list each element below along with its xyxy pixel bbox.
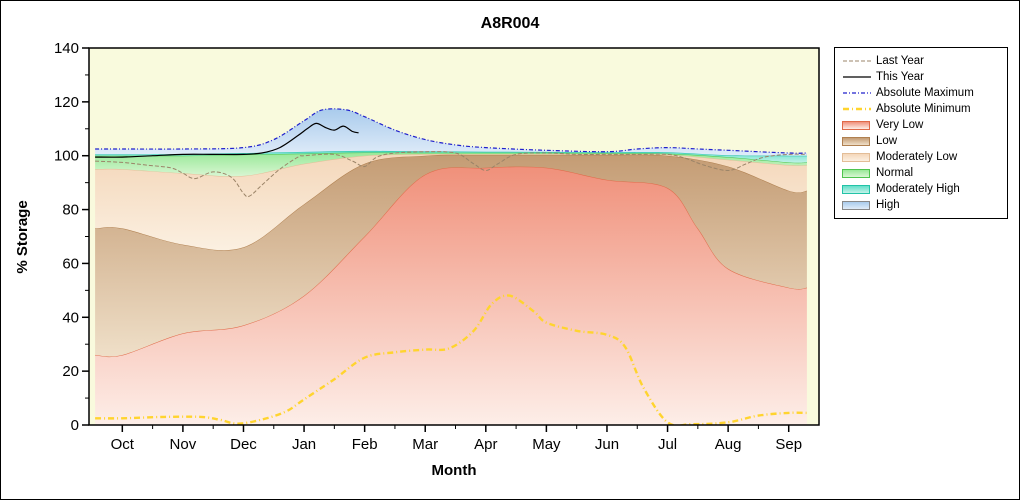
x-tick-label: Nov [170,436,197,453]
legend-item-abs_max: Absolute Maximum [842,85,1000,101]
line-this_year [95,122,359,158]
legend-item-normal: Normal [842,165,1000,181]
band-low [95,154,807,357]
chart-title: A8R004 [481,15,540,32]
y-tick-label: 60 [62,255,79,272]
this_year-line-sample [842,71,876,83]
very_low-fill-swatch [842,120,876,130]
x-tick-label: Oct [111,436,135,453]
band-normal [95,152,807,177]
high-fill-swatch [842,200,876,210]
line-last_year [95,151,807,198]
y-tick-label: 140 [54,40,79,57]
line-abs_max [95,108,807,154]
x-tick-label: Mar [412,436,438,453]
x-tick-label: Sep [775,436,802,453]
y-tick-label: 120 [54,94,79,111]
abs_min-line-sample [842,103,876,115]
legend-item-very_low: Very Low [842,117,1000,133]
x-tick-label: Jul [658,436,677,453]
legend-item-last_year: Last Year [842,53,1000,69]
legend-label: This Year [876,71,924,83]
mod_low-fill-swatch [842,152,876,162]
legend-label: Normal [876,167,914,179]
legend-label: Low [876,135,898,147]
legend-label: High [876,199,900,211]
last_year-line-sample [842,55,876,67]
y-tick-label: 80 [62,202,79,219]
legend-item-mod_high: Moderately High [842,181,1000,197]
legend: Last Year This Year Absolute Maximum Absolu… [834,47,1008,219]
y-tick-label: 20 [62,363,79,380]
x-axis-title: Month [432,462,477,479]
band-high [95,108,807,156]
x-tick-label: Feb [352,436,378,453]
x-tick-label: Aug [715,436,742,453]
legend-label: Very Low [876,119,924,131]
y-tick-label: 100 [54,148,79,165]
band-edge-low [95,154,807,251]
y-tick-label: 0 [71,417,79,434]
band-mod_high [95,150,807,163]
x-tick-label: Dec [230,436,257,453]
legend-label: Moderately High [876,183,960,195]
legend-item-abs_min: Absolute Minimum [842,101,1000,117]
legend-label: Absolute Maximum [876,87,974,99]
band-mod_low [95,153,807,251]
legend-label: Last Year [876,55,924,67]
legend-item-low: Low [842,133,1000,149]
legend-item-high: High [842,197,1000,213]
abs_max-line-sample [842,87,876,99]
band-very_low [95,166,807,425]
x-tick-label: Jun [595,436,619,453]
legend-label: Absolute Minimum [876,103,971,115]
legend-item-this_year: This Year [842,69,1000,85]
x-tick-label: May [532,436,561,453]
x-tick-label: Jan [292,436,316,453]
legend-item-mod_low: Moderately Low [842,149,1000,165]
x-tick-label: Apr [474,436,497,453]
mod_high-fill-swatch [842,184,876,194]
normal-fill-swatch [842,168,876,178]
line-abs_min [95,294,807,425]
y-tick-label: 40 [62,309,79,326]
low-fill-swatch [842,136,876,146]
legend-label: Moderately Low [876,151,958,163]
y-axis-title: % Storage [14,200,31,273]
